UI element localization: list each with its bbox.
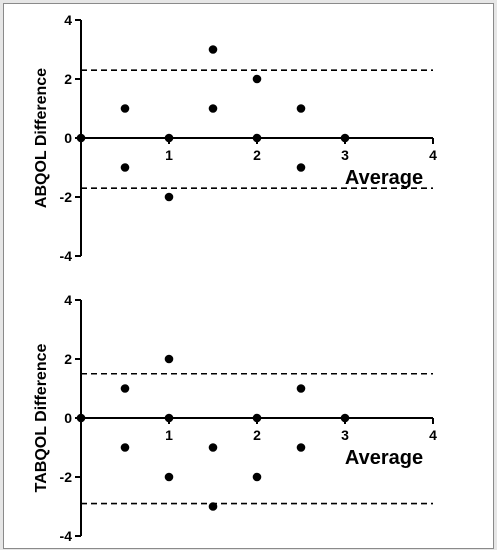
data-point	[120, 443, 130, 452]
y-tick-label: 2	[64, 71, 72, 87]
y-tick-label: 2	[64, 351, 72, 367]
y-tick-label: -2	[60, 189, 73, 205]
data-point	[296, 384, 306, 393]
data-point	[208, 45, 218, 54]
data-point	[252, 472, 262, 482]
x-axis-title: Average	[345, 167, 423, 189]
x-tick-label: 3	[341, 427, 349, 443]
chart-panel-1: -4 -2 0 2 4 1 2 3 4 Average ABQOL Difference	[33, 12, 437, 264]
data-point	[296, 443, 306, 452]
bland-altman-figure: -4 -2 0 2 4 1 2 3 4 Average ABQOL Difference -4 -2 0 2…	[33, 12, 437, 544]
data-point	[164, 413, 174, 423]
x-tick-label: 2	[253, 147, 261, 163]
data-point	[76, 413, 86, 423]
y-axis-title: TABQOL Difference	[33, 344, 50, 493]
data-point	[340, 413, 350, 423]
data-point	[252, 413, 262, 423]
x-tick-label: 1	[165, 147, 173, 163]
data-point	[76, 133, 86, 143]
y-axis-title: ABQOL Difference	[33, 68, 50, 208]
data-point	[252, 74, 262, 84]
y-tick-label: -4	[60, 248, 73, 264]
data-point	[340, 133, 350, 143]
data-point	[296, 163, 306, 172]
data-point	[164, 133, 174, 143]
x-axis-title: Average	[345, 447, 423, 469]
data-point	[296, 104, 306, 113]
x-tick-label: 1	[165, 427, 173, 443]
y-tick-label: 4	[64, 292, 72, 308]
data-point	[208, 502, 218, 511]
data-point	[120, 163, 130, 172]
data-point	[120, 104, 130, 113]
data-point	[120, 384, 130, 393]
x-tick-label: 4	[429, 147, 437, 163]
y-tick-label: -2	[60, 469, 73, 485]
data-point	[164, 472, 174, 482]
x-tick-label: 4	[429, 427, 437, 443]
x-tick-label: 3	[341, 147, 349, 163]
data-point	[252, 133, 262, 143]
y-tick-label: 0	[64, 410, 72, 426]
data-point	[208, 443, 218, 452]
y-tick-label: -4	[60, 528, 73, 544]
data-point	[164, 354, 174, 364]
x-tick-label: 2	[253, 427, 261, 443]
figure-frame: -4 -2 0 2 4 1 2 3 4 Average ABQOL Difference -4 -2 0 2…	[3, 3, 494, 549]
y-tick-label: 4	[64, 12, 72, 28]
data-point	[208, 104, 218, 113]
chart-panel-2: -4 -2 0 2 4 1 2 3 4 Average TABQOL Difference	[33, 292, 437, 544]
y-tick-label: 0	[64, 130, 72, 146]
data-point	[164, 192, 174, 202]
